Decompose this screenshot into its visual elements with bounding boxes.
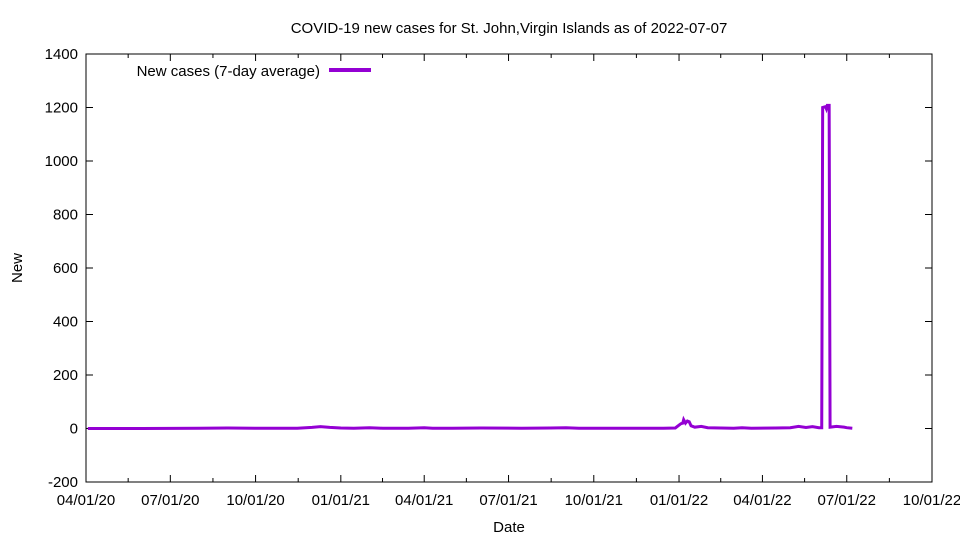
x-tick-label: 07/01/21 xyxy=(479,492,537,509)
y-tick-label: 0 xyxy=(70,421,78,438)
y-tick-label: -200 xyxy=(48,474,78,491)
legend-label: New cases (7-day average) xyxy=(137,63,320,80)
y-tick-label: 400 xyxy=(53,314,78,331)
x-axis: 04/01/20 07/01/20 10/01/20 01/01/21 04/01/21… xyxy=(57,54,960,509)
x-tick-label: 04/01/21 xyxy=(395,492,453,509)
chart-title: COVID-19 new cases for St. John,Virgin I… xyxy=(291,20,728,37)
y-tick-label: 600 xyxy=(53,260,78,277)
x-tick-label: 10/01/21 xyxy=(565,492,623,509)
x-tick-label: 10/01/20 xyxy=(226,492,284,509)
y-tick-label: 1200 xyxy=(45,100,78,117)
x-tick-label: 04/01/20 xyxy=(57,492,115,509)
x-tick-label: 07/01/22 xyxy=(818,492,876,509)
y-tick-label: 1000 xyxy=(45,153,78,170)
legend: New cases (7-day average) xyxy=(137,63,371,80)
y-tick-label: 800 xyxy=(53,207,78,224)
y-axis: -200 0 200 400 600 800 1000 1200 1400 xyxy=(45,46,932,491)
series-line-0 xyxy=(87,103,853,430)
x-tick-label: 01/01/21 xyxy=(312,492,370,509)
x-tick-label: 10/01/22 xyxy=(903,492,960,509)
plot-frame xyxy=(85,53,933,483)
y-axis-label: New xyxy=(9,253,26,283)
x-axis-label: Date xyxy=(493,519,525,536)
y-tick-label: 1400 xyxy=(45,46,78,63)
x-tick-label: 01/01/22 xyxy=(650,492,708,509)
series-layer xyxy=(87,103,853,430)
x-tick-label: 04/01/22 xyxy=(733,492,791,509)
x-tick-label: 07/01/20 xyxy=(141,492,199,509)
y-tick-label: 200 xyxy=(53,367,78,384)
